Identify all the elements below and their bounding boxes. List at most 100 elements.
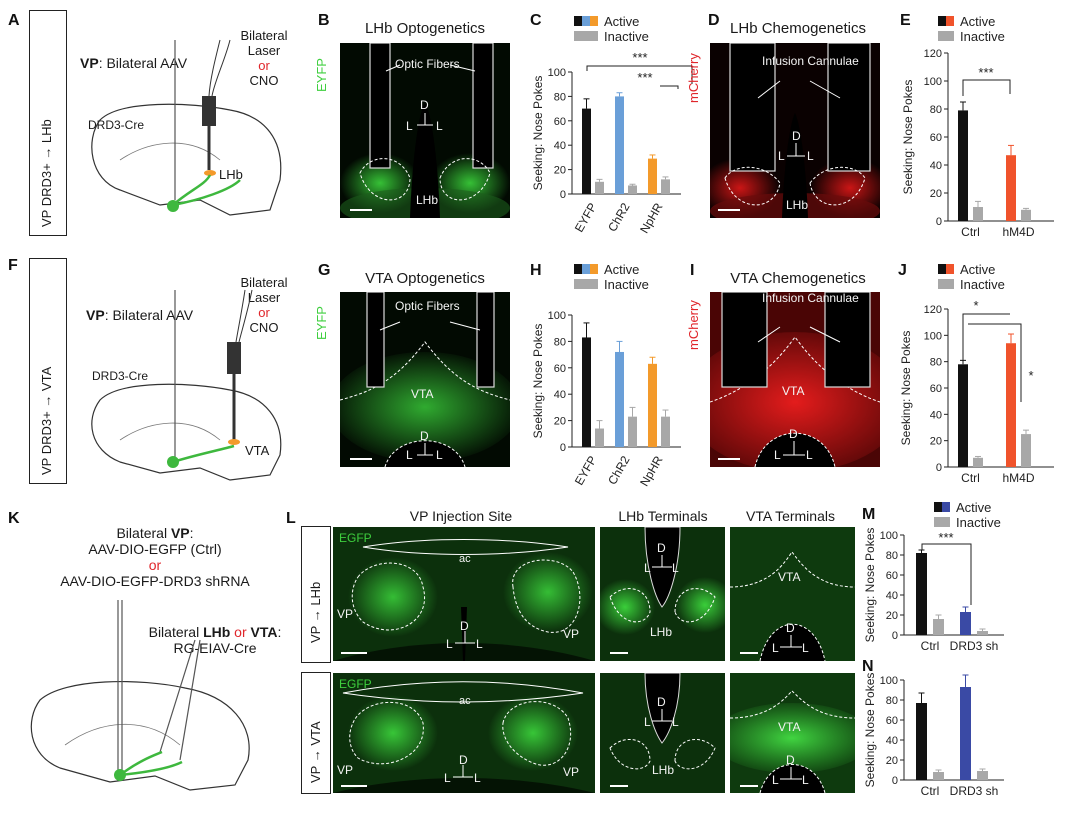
dir-d-l3: D <box>786 621 795 635</box>
cannulae-label-d: Infusion Cannulae <box>762 54 859 68</box>
x-label-n-1: DRD3 sh <box>950 784 999 798</box>
chart-j: Seeking: Nose Pokes 0 20 40 60 80 100 120 Ctrl hM… <box>899 262 1054 485</box>
y-tick-label-j-60: 60 <box>930 383 942 395</box>
y-tick-label-n-80: 80 <box>886 695 898 707</box>
stain-label-b: EYFP <box>314 58 329 92</box>
dir-l2-g: L <box>436 448 443 462</box>
y-tick-label-c-0: 0 <box>560 189 566 201</box>
fibers-label-b: Optic Fibers <box>395 57 460 71</box>
dir-l2-i: L <box>806 448 813 462</box>
legend-swatch-active-j-1 <box>946 264 954 274</box>
dir-l1-l2: L <box>644 561 651 575</box>
legend-swatch-active-e-0 <box>938 16 946 26</box>
x-label-m-1: DRD3 sh <box>950 639 999 653</box>
x-label-h-1: ChR2 <box>605 453 633 487</box>
dir-d-l4: D <box>459 753 468 767</box>
brain-schematic-a <box>91 39 282 216</box>
x-label-c-2: NpHR <box>637 200 666 236</box>
y-tick-label-e-80: 80 <box>930 104 942 116</box>
dir-l1-l4: L <box>444 771 451 785</box>
micrograph-g: Optic Fibers VTA D L L <box>340 292 510 467</box>
vp-right-l4: VP <box>563 765 580 779</box>
sig-j-1: * <box>973 298 978 313</box>
bar-c-inactive-2 <box>661 179 670 194</box>
pathway-label-f: VP DRD3+ → VTA <box>39 366 54 475</box>
legend-inactive-m: Inactive <box>956 515 1001 530</box>
pathway-label-a: VP DRD3+ → LHb <box>39 119 54 227</box>
y-tick-label-m-100: 100 <box>880 530 898 542</box>
dir-l2-l3: L <box>802 641 809 655</box>
bar-j-inactive-1 <box>1021 434 1031 467</box>
stain-label-l4: EGFP <box>339 677 372 691</box>
dir-d-l6: D <box>786 753 795 767</box>
x-label-c-0: EYFP <box>572 201 600 235</box>
dir-l1-l1: L <box>446 637 453 651</box>
dir-l1-d: L <box>778 149 785 163</box>
legend-active-c: Active <box>604 14 639 29</box>
micrograph-l-vp-vta: EGFP ac VP VP D L L <box>333 673 595 793</box>
col-title-vp: VP Injection Site <box>409 508 513 524</box>
dir-l1-l6: L <box>772 773 779 787</box>
y-tick-label-e-100: 100 <box>924 76 942 88</box>
x-label-e-1: hM4D <box>1002 225 1034 239</box>
k-description: Bilateral VP: AAV-DIO-EGFP (Ctrl) or AAV… <box>60 525 250 589</box>
region-label-g: VTA <box>411 387 434 401</box>
lhb-label-l5: LHb <box>652 763 675 777</box>
legend-swatch-active-e-1 <box>946 16 954 26</box>
y-tick-label-c-60: 60 <box>554 116 566 128</box>
legend-swatch-active-h-0 <box>574 264 582 274</box>
legend-inactive-h: Inactive <box>604 277 649 292</box>
bar-n-active-0 <box>916 703 927 780</box>
sig-c-2: *** <box>637 70 652 85</box>
title-g: VTA Optogenetics <box>365 270 485 287</box>
bar-e-active-1 <box>1006 155 1016 221</box>
legend-inactive-c: Inactive <box>604 29 649 44</box>
y-tick-label-m-0: 0 <box>892 630 898 642</box>
region-label-i: VTA <box>782 384 805 398</box>
ylabel-c: Seeking: Nose Pokes <box>531 76 545 191</box>
bar-h-inactive-2 <box>661 416 670 447</box>
legend-swatch-inactive-e <box>938 31 954 41</box>
y-tick-label-c-80: 80 <box>554 91 566 103</box>
y-tick-label-n-0: 0 <box>892 775 898 787</box>
y-tick-label-n-40: 40 <box>886 735 898 747</box>
target-text-a: LHb <box>219 167 243 182</box>
x-label-n-0: Ctrl <box>921 784 940 798</box>
panel-label-n: N <box>862 658 874 675</box>
bar-h-inactive-1 <box>628 416 637 447</box>
dir-l2-l5: L <box>672 715 679 729</box>
lhb-label-l2: LHb <box>650 625 673 639</box>
vp-right-l1: VP <box>563 627 580 641</box>
row-box-lhb: VP → LHb <box>301 526 331 663</box>
bar-h-active-1 <box>615 351 624 447</box>
dir-d-g: D <box>420 429 429 443</box>
chart-h: Seeking: Nose Pokes 0 20 40 60 80 100 EYFP ChR2 N… <box>531 262 681 489</box>
sig-j-2: * <box>1028 368 1033 383</box>
micrograph-b: Optic Fibers D L L LHb <box>340 43 510 218</box>
y-tick-label-m-40: 40 <box>886 590 898 602</box>
y-tick-label-h-100: 100 <box>548 310 566 322</box>
chart-c: Seeking: Nose Pokes 0 20 40 60 80 100 EYFP ChR2 N… <box>531 14 693 236</box>
x-label-m-0: Ctrl <box>921 639 940 653</box>
bar-c-inactive-1 <box>628 185 637 194</box>
panel-label-c: C <box>530 12 542 29</box>
vta-label-l6: VTA <box>778 720 801 734</box>
ylabel-m: Seeking: Nose Pokes <box>863 528 877 643</box>
ac-label-l4: ac <box>459 695 471 707</box>
ylabel-n: Seeking: Nose Pokes <box>863 673 877 788</box>
stain-label-i: mCherry <box>686 300 701 350</box>
y-tick-label-e-40: 40 <box>930 160 942 172</box>
bar-e-inactive-1 <box>1021 209 1031 221</box>
panel-label-l: L <box>286 510 296 527</box>
dir-l2-l2: L <box>672 561 679 575</box>
dir-l2-l4: L <box>474 771 481 785</box>
legend-swatch-active-h-1 <box>582 264 590 274</box>
sig-line-m-1 <box>921 543 972 605</box>
aav-text-f: VP: Bilateral AAV <box>86 307 194 323</box>
row-label-vta: VP → VTA <box>308 721 323 783</box>
ylabel-e: Seeking: Nose Pokes <box>901 80 915 195</box>
x-label-j-1: hM4D <box>1002 471 1034 485</box>
title-b: LHb Optogenetics <box>364 20 486 37</box>
region-label-b: LHb <box>416 193 439 207</box>
y-tick-label-j-120: 120 <box>924 304 942 316</box>
